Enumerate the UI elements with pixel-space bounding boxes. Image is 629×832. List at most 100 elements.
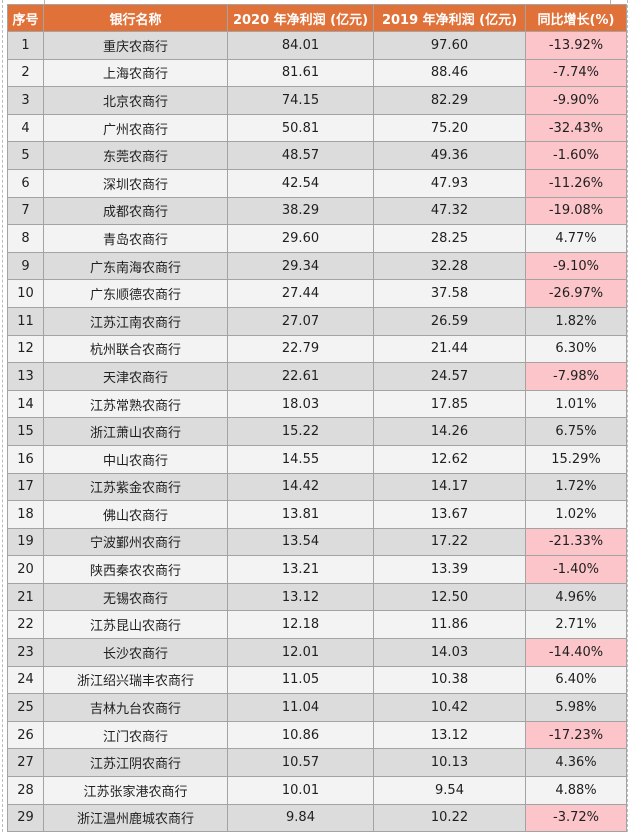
cell-bank-name: 东莞农商行: [43, 141, 228, 170]
cell-growth: 15.29%: [525, 444, 627, 474]
cell-profit-2020: 15.22: [227, 417, 374, 446]
cell-bank-name: 广州农商行: [43, 113, 228, 143]
cell-profit-2020: 42.54: [227, 168, 374, 198]
cell-growth: 4.36%: [525, 748, 627, 778]
gridline-stub: [610, 0, 611, 4]
cell-profit-2020: 14.55: [227, 444, 374, 474]
cell-profit-2020: 13.81: [227, 500, 374, 529]
cell-profit-2020: 11.04: [227, 693, 374, 722]
table-row: 10 广东顺德农商行 27.44 37.58 -26.97%: [7, 279, 627, 308]
cell-index: 3: [7, 86, 44, 115]
cell-growth: 1.02%: [525, 500, 627, 529]
cell-index: 28: [7, 776, 44, 805]
cell-bank-name: 江苏张家港农商行: [43, 776, 228, 805]
cell-growth: 1.01%: [525, 389, 627, 419]
cell-profit-2019: 17.22: [373, 527, 526, 557]
cell-profit-2020: 29.60: [227, 224, 374, 253]
cell-growth: -9.90%: [525, 86, 627, 115]
cell-index: 19: [7, 527, 44, 557]
cell-index: 7: [7, 196, 44, 226]
cell-profit-2019: 14.17: [373, 472, 526, 502]
cell-profit-2020: 29.34: [227, 251, 374, 281]
cell-profit-2020: 48.57: [227, 141, 374, 170]
cell-index: 23: [7, 638, 44, 667]
cell-growth: 6.30%: [525, 334, 627, 364]
table-row: 24 浙江绍兴瑞丰农商行 11.05 10.38 6.40%: [7, 665, 627, 695]
table-row: 17 江苏紫金农商行 14.42 14.17 1.72%: [7, 472, 627, 502]
header-profit-2020: 2020 年净利润 (亿元): [227, 4, 374, 32]
cell-index: 11: [7, 306, 44, 336]
cell-growth: 4.96%: [525, 582, 627, 612]
table-row: 6 深圳农商行 42.54 47.93 -11.26%: [7, 168, 627, 198]
table-row: 5 东莞农商行 48.57 49.36 -1.60%: [7, 141, 627, 170]
cell-profit-2019: 10.13: [373, 748, 526, 778]
cell-profit-2020: 9.84: [227, 803, 374, 832]
cell-growth: 1.72%: [525, 472, 627, 502]
cell-growth: -7.74%: [525, 58, 627, 88]
cell-profit-2019: 97.60: [373, 31, 526, 60]
cell-profit-2019: 47.32: [373, 196, 526, 226]
cell-bank-name: 江苏江南农商行: [43, 306, 228, 336]
cell-profit-2019: 11.86: [373, 610, 526, 640]
cell-profit-2019: 10.38: [373, 665, 526, 695]
cell-bank-name: 杭州联合农商行: [43, 334, 228, 364]
cell-index: 22: [7, 610, 44, 640]
table-row: 11 江苏江南农商行 27.07 26.59 1.82%: [7, 306, 627, 336]
cell-bank-name: 长沙农商行: [43, 638, 228, 667]
table-body: 1 重庆农商行 84.01 97.60 -13.92% 2 上海农商行 81.61 88.46-…: [7, 31, 627, 832]
cell-index: 20: [7, 555, 44, 584]
bank-profit-table: 序号 银行名称 2020 年净利润 (亿元) 2019 年净利润 (亿元) 同比增长(%…: [7, 4, 627, 832]
cell-index: 25: [7, 693, 44, 722]
table-row: 23 长沙农商行 12.01 14.03 -14.40%: [7, 638, 627, 667]
cell-index: 6: [7, 168, 44, 198]
table-row: 29 浙江温州鹿城农商行 9.84 10.22 -3.72%: [7, 803, 627, 832]
table-row: 2 上海农商行 81.61 88.46 -7.74%: [7, 58, 627, 88]
cell-profit-2020: 10.86: [227, 720, 374, 750]
table-row: 12 杭州联合农商行 22.79 21.44 6.30%: [7, 334, 627, 364]
table-row: 22 江苏昆山农商行 12.18 11.86 2.71%: [7, 610, 627, 640]
cell-index: 9: [7, 251, 44, 281]
cell-profit-2020: 81.61: [227, 58, 374, 88]
cell-index: 14: [7, 389, 44, 419]
cell-profit-2019: 10.22: [373, 803, 526, 832]
cell-bank-name: 浙江绍兴瑞丰农商行: [43, 665, 228, 695]
cell-growth: -17.23%: [525, 720, 627, 750]
cell-profit-2019: 88.46: [373, 58, 526, 88]
cell-bank-name: 广东顺德农商行: [43, 279, 228, 308]
cell-bank-name: 成都农商行: [43, 196, 228, 226]
cell-profit-2019: 13.39: [373, 555, 526, 584]
cell-growth: -21.33%: [525, 527, 627, 557]
cell-bank-name: 吉林九台农商行: [43, 693, 228, 722]
cell-index: 24: [7, 665, 44, 695]
cell-profit-2020: 50.81: [227, 113, 374, 143]
cell-growth: -13.92%: [525, 31, 627, 60]
cell-profit-2020: 22.61: [227, 362, 374, 391]
cell-index: 16: [7, 444, 44, 474]
table-row: 21 无锡农商行 13.12 12.50 4.96%: [7, 582, 627, 612]
cell-profit-2020: 38.29: [227, 196, 374, 226]
cell-profit-2019: 37.58: [373, 279, 526, 308]
cell-index: 18: [7, 500, 44, 529]
cell-bank-name: 江苏昆山农商行: [43, 610, 228, 640]
cell-bank-name: 浙江萧山农商行: [43, 417, 228, 446]
cell-profit-2020: 13.21: [227, 555, 374, 584]
cell-profit-2020: 12.18: [227, 610, 374, 640]
cell-profit-2020: 10.57: [227, 748, 374, 778]
cell-bank-name: 中山农商行: [43, 444, 228, 474]
cell-bank-name: 天津农商行: [43, 362, 228, 391]
table-header-row: 序号 银行名称 2020 年净利润 (亿元) 2019 年净利润 (亿元) 同比增长(%…: [7, 4, 627, 32]
cell-bank-name: 佛山农商行: [43, 500, 228, 529]
cell-bank-name: 陕西秦农农商行: [43, 555, 228, 584]
cell-profit-2019: 13.12: [373, 720, 526, 750]
header-growth: 同比增长(%): [525, 4, 627, 32]
cell-bank-name: 青岛农商行: [43, 224, 228, 253]
cell-index: 2: [7, 58, 44, 88]
cell-profit-2020: 13.12: [227, 582, 374, 612]
cell-growth: 5.98%: [525, 693, 627, 722]
table-row: 7 成都农商行 38.29 47.32 -19.08%: [7, 196, 627, 226]
cell-profit-2020: 27.44: [227, 279, 374, 308]
header-profit-2019: 2019 年净利润 (亿元): [373, 4, 526, 32]
cell-growth: -11.26%: [525, 168, 627, 198]
cell-profit-2019: 21.44: [373, 334, 526, 364]
